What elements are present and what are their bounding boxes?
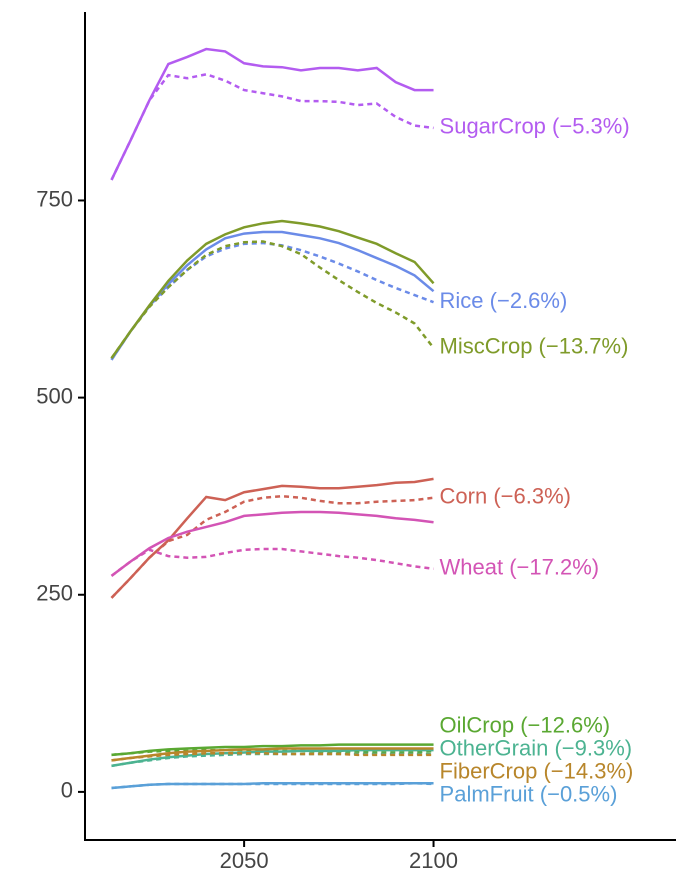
- series-label: Corn (−6.3%): [440, 484, 571, 509]
- series-line: [110, 240, 435, 359]
- series-line: [111, 747, 434, 762]
- y-tick-label: 750: [36, 186, 73, 211]
- series-label: OtherGrain (−9.3%): [440, 735, 633, 760]
- series-label: OilCrop (−12.6%): [440, 712, 611, 737]
- y-tick-label: 0: [61, 778, 73, 803]
- series-label: Wheat (−17.2%): [440, 555, 600, 580]
- series-line: [110, 494, 434, 599]
- series-label: FiberCrop (−14.3%): [440, 758, 634, 783]
- series-line: [110, 47, 434, 181]
- series-line: [110, 73, 434, 181]
- series-label: SugarCrop (−5.3%): [440, 114, 630, 139]
- series-line: [110, 547, 434, 577]
- y-tick-label: 250: [36, 581, 73, 606]
- x-tick-label: 2100: [409, 848, 458, 873]
- series-line: [110, 477, 434, 599]
- series-line: [110, 510, 434, 577]
- series-label: Rice (−2.6%): [440, 288, 568, 313]
- series-line: [111, 752, 434, 768]
- series-line: [111, 743, 434, 757]
- series-label: MiscCrop (−13.7%): [440, 334, 629, 359]
- x-tick-label: 2050: [220, 848, 269, 873]
- series-line: [110, 230, 435, 361]
- series-label: PalmFruit (−0.5%): [440, 781, 618, 806]
- series-line: [111, 781, 434, 790]
- series-line: [110, 219, 435, 359]
- y-tick-label: 500: [36, 383, 73, 408]
